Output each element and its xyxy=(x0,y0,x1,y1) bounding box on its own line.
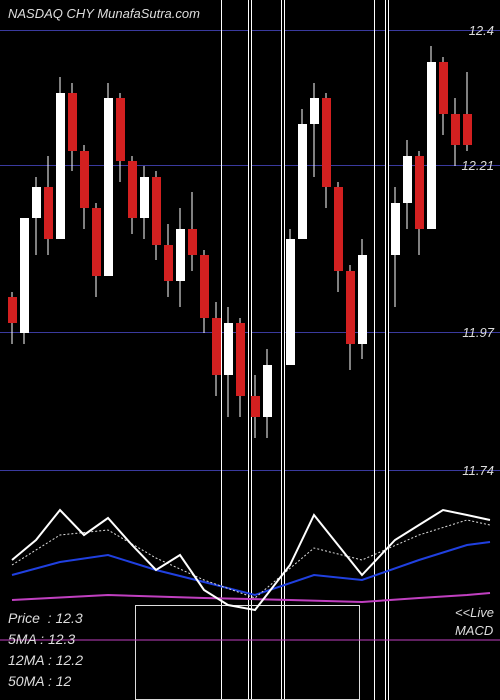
info-5ma-value: 12.3 xyxy=(48,631,75,647)
macd-line1: <<Live xyxy=(455,604,494,622)
candle xyxy=(80,145,89,229)
vertical-marker xyxy=(248,0,252,700)
info-50ma-row: 50MA : 12 xyxy=(8,671,83,692)
info-50ma-value: 12 xyxy=(56,673,72,689)
candle xyxy=(263,349,272,438)
candle xyxy=(56,77,65,239)
info-5ma-row: 5MA : 12.3 xyxy=(8,629,83,650)
candle xyxy=(427,46,436,229)
price-info-box: Price : 12.3 5MA : 12.3 12MA : 12.2 50MA… xyxy=(8,608,83,692)
vertical-marker xyxy=(221,0,222,700)
candle xyxy=(116,93,125,182)
candle xyxy=(200,250,209,334)
candle xyxy=(439,57,448,135)
candle xyxy=(451,98,460,166)
candle xyxy=(32,177,41,255)
candle xyxy=(403,140,412,229)
candle xyxy=(358,239,367,359)
price-level-label: 11.74 xyxy=(462,463,494,478)
candle xyxy=(212,302,221,396)
price-level-label: 12.4 xyxy=(469,23,494,38)
vertical-marker xyxy=(385,0,389,700)
candle xyxy=(104,83,113,276)
candle xyxy=(310,83,319,177)
candle xyxy=(298,109,307,240)
candle xyxy=(8,292,17,344)
macd-annotation: <<Live MACD xyxy=(455,604,494,640)
candle xyxy=(391,187,400,307)
candle xyxy=(286,229,295,365)
candle xyxy=(415,151,424,255)
vertical-marker xyxy=(281,0,285,700)
candle xyxy=(188,192,197,270)
info-50ma-label: 50MA xyxy=(8,673,44,689)
info-12ma-label: 12MA xyxy=(8,652,44,668)
candle xyxy=(346,265,355,369)
candle xyxy=(68,83,77,172)
candle xyxy=(224,307,233,417)
candle xyxy=(322,93,331,208)
info-price-label: Price xyxy=(8,610,40,626)
candle xyxy=(44,156,53,255)
price-level-label: 12.21 xyxy=(461,158,494,173)
price-level-label: 11.97 xyxy=(462,325,494,340)
info-12ma-value: 12.2 xyxy=(56,652,83,668)
candle xyxy=(463,72,472,150)
vertical-marker xyxy=(374,0,375,700)
candle xyxy=(140,166,149,239)
candle xyxy=(176,208,185,307)
info-12ma-row: 12MA : 12.2 xyxy=(8,650,83,671)
chart-header: NASDAQ CHY MunafaSutra.com xyxy=(8,6,200,21)
candle xyxy=(92,203,101,297)
candle xyxy=(334,182,343,292)
chart-container: NASDAQ CHY MunafaSutra.com 12.4 12.21 11.9… xyxy=(0,0,500,700)
candle xyxy=(152,171,161,260)
info-price-row: Price : 12.3 xyxy=(8,608,83,629)
candle xyxy=(128,156,137,234)
candle xyxy=(236,318,245,417)
info-5ma-label: 5MA xyxy=(8,631,36,647)
macd-line2: MACD xyxy=(455,622,494,640)
candle xyxy=(20,218,29,343)
candle xyxy=(164,224,173,297)
info-price-value: 12.3 xyxy=(55,610,82,626)
indicator-box xyxy=(135,605,360,700)
candle xyxy=(251,375,260,438)
